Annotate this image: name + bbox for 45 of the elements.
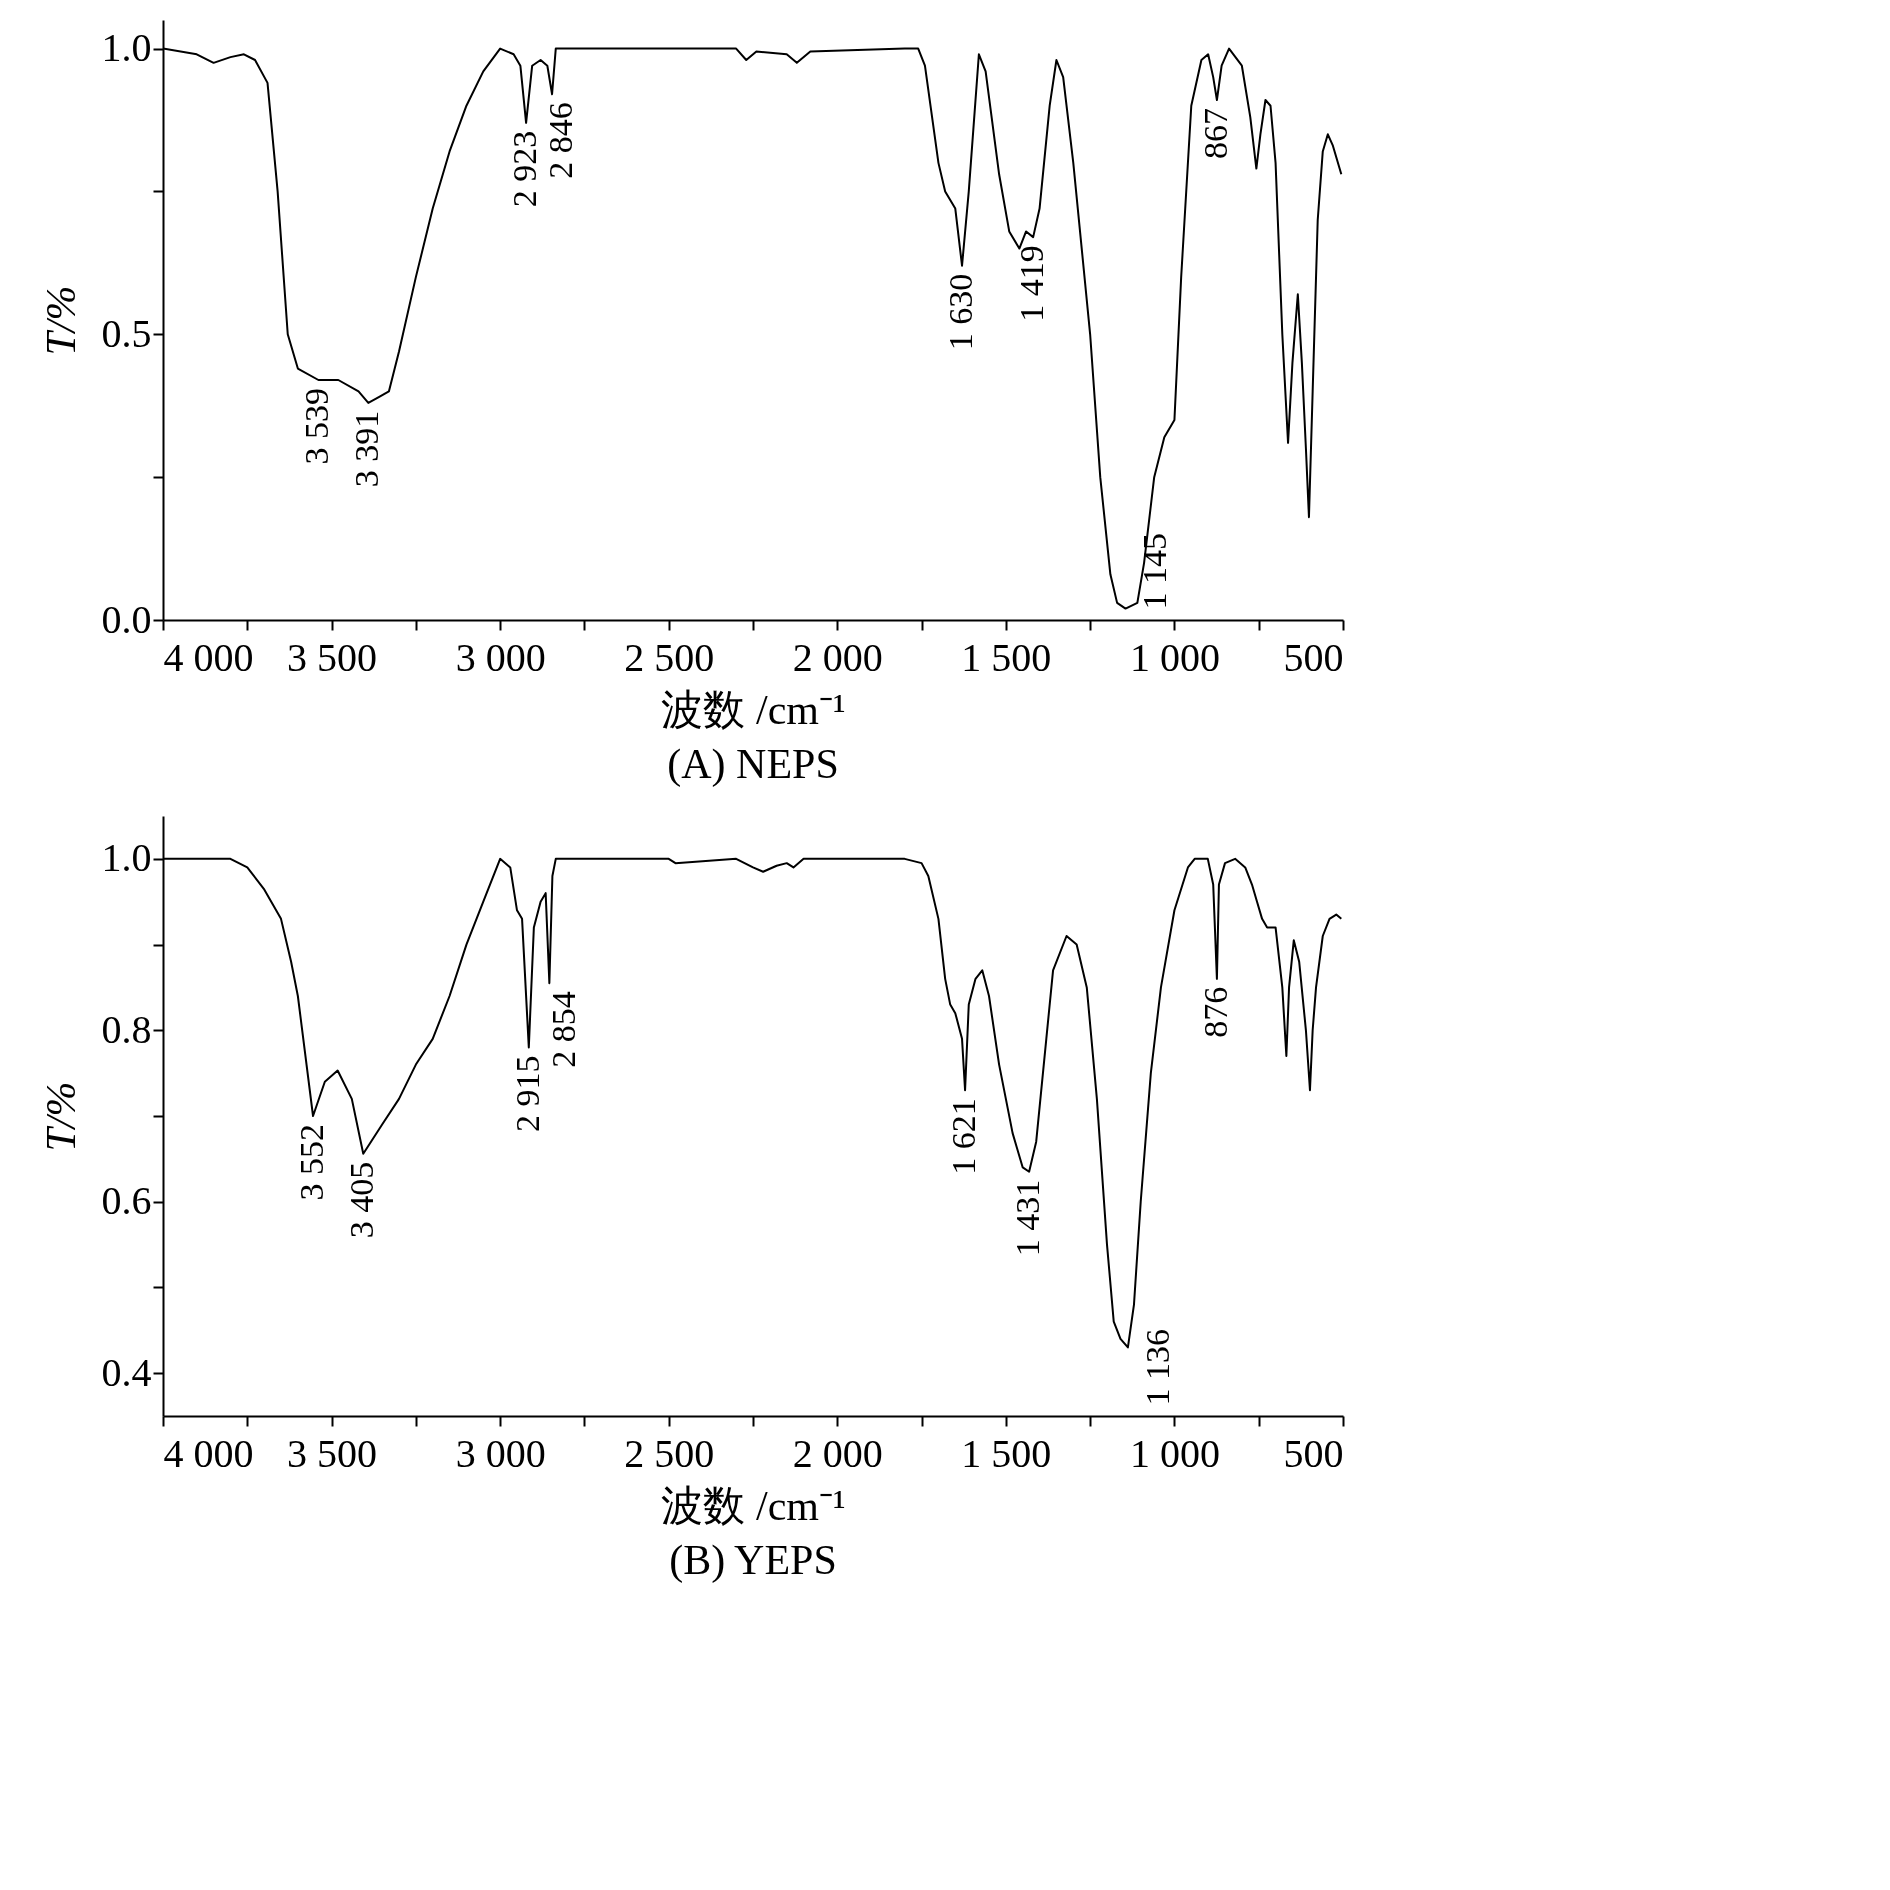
x-tick-label: 2 000	[792, 1430, 883, 1476]
y-tick-label: 1.0	[101, 25, 152, 71]
x-tick-label: 1 000	[1129, 1430, 1220, 1476]
x-tick-label: 3 500	[287, 634, 378, 680]
x-tick-label: 4 000	[163, 1430, 254, 1476]
annotation: 3 552	[293, 1124, 331, 1201]
annotation: 3 391	[348, 410, 386, 488]
annotation: 876	[1196, 986, 1234, 1038]
x-tick-label: 3 000	[455, 1430, 546, 1476]
y-axis-title: T/%	[37, 285, 84, 356]
x-tick-label: 2 500	[624, 634, 715, 680]
x-axis-title: 波数 /cm⁻¹	[661, 686, 846, 733]
x-tick-label: 1 500	[961, 634, 1052, 680]
annotation: 1 145	[1136, 533, 1174, 610]
y-axis-title: T/%	[37, 1081, 84, 1152]
annotation: 2 854	[544, 991, 582, 1068]
y-tick-label: 0.6	[101, 1178, 152, 1224]
x-tick-label: 3 500	[287, 1430, 378, 1476]
annotation: 1 431	[1009, 1179, 1047, 1257]
x-tick-label: 1 500	[961, 1430, 1052, 1476]
y-tick-label: 1.0	[101, 835, 152, 881]
annotation: 1 621	[945, 1098, 983, 1175]
x-tick-label: 1 000	[1129, 634, 1220, 680]
x-axis-title: 波数 /cm⁻¹	[661, 1482, 846, 1529]
x-tick-label: 2 000	[792, 634, 883, 680]
x-tick-label: 2 500	[624, 1430, 715, 1476]
annotation: 2 915	[508, 1055, 546, 1132]
annotation: 1 136	[1138, 1329, 1176, 1406]
x-tick-label: 500	[1283, 1430, 1344, 1476]
x-tick-label: 4 000	[163, 634, 254, 680]
annotation: 1 419	[1013, 245, 1051, 322]
y-tick-label: 0.4	[101, 1349, 152, 1395]
x-tick-label: 500	[1283, 634, 1344, 680]
annotation: 2 923	[506, 130, 544, 208]
annotation: 3 405	[343, 1161, 381, 1239]
annotation: 2 846	[541, 102, 579, 179]
annotation: 867	[1196, 108, 1234, 159]
annotation: 1 630	[942, 273, 980, 351]
text: (A) NEPS	[667, 741, 839, 788]
y-tick-label: 0.5	[101, 310, 152, 356]
annotation: 3 539	[298, 388, 336, 465]
x-tick-label: 3 000	[455, 634, 546, 680]
text: (B) YEPS	[669, 1537, 837, 1584]
y-tick-label: 0.0	[101, 596, 152, 642]
y-tick-label: 0.8	[101, 1006, 152, 1052]
